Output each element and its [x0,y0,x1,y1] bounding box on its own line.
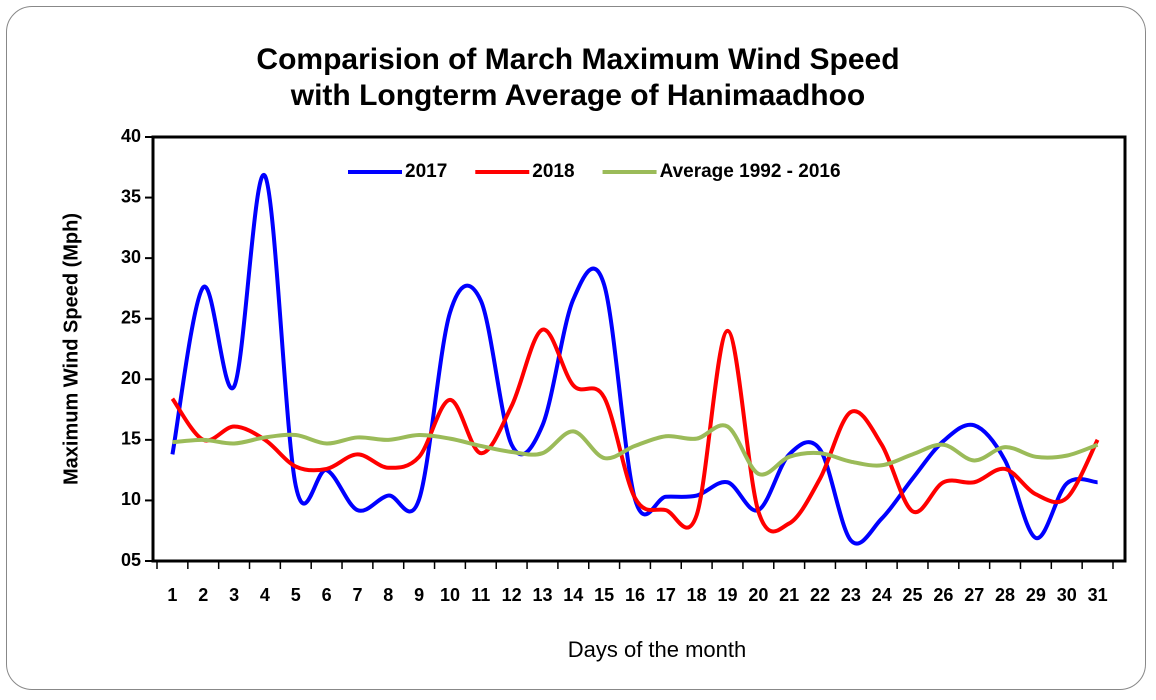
x-tick-label: 5 [291,585,301,605]
x-tick-label: 27 [964,585,984,605]
x-tick-label: 29 [1026,585,1046,605]
legend-label: 2017 [405,161,447,182]
x-tick-label: 1 [167,585,177,605]
x-tick-label: 28 [995,585,1015,605]
x-tick-label: 25 [903,585,923,605]
frame [6,6,1146,690]
x-tick-label: 3 [229,585,239,605]
x-tick-label: 14 [563,585,583,605]
x-tick-label: 6 [322,585,332,605]
x-tick-label: 19 [718,585,738,605]
x-axis-label: Days of the month [568,637,747,662]
y-tick-label: 15 [121,429,141,449]
y-tick-label: 20 [121,368,141,388]
y-tick-label: 05 [121,550,141,570]
x-tick-label: 7 [352,585,362,605]
legend-label: 2018 [532,161,574,182]
x-tick-label: 24 [872,585,892,605]
x-tick-label: 23 [841,585,861,605]
x-tick-label: 18 [687,585,707,605]
y-tick-label: 10 [121,489,141,509]
x-tick-label: 15 [594,585,614,605]
x-tick-label: 22 [810,585,830,605]
x-tick-label: 4 [260,585,270,605]
x-tick-label: 13 [532,585,552,605]
y-tick-label: 30 [121,247,141,267]
line-series [170,173,1098,546]
y-tick-label: 25 [121,307,141,327]
line-series [170,327,1100,534]
x-tick-label: 26 [933,585,953,605]
plot-border [151,135,1127,563]
x-tick-label: 2 [198,585,208,605]
chart-title: Comparision of March Maximum Wind Speed … [256,43,900,112]
x-tick-label: 30 [1057,585,1077,605]
x-tick-label: 12 [502,585,522,605]
x-tick-label: 10 [440,585,460,605]
x-tick-label: 21 [779,585,799,605]
x-tick-label: 11 [471,585,490,605]
y-tick-label: 40 [121,126,141,146]
y-axis-label: Maximum Wind Speed (Mph) [60,213,82,485]
x-tick-label: 20 [748,585,768,605]
line-series [172,423,1099,477]
x-tick-label: 17 [656,585,676,605]
x-tick-label: 31 [1088,585,1108,605]
x-tick-label: 16 [625,585,645,605]
x-tick-label: 8 [383,585,393,605]
x-tick-label: 9 [414,585,424,605]
legend-label: Average 1992 - 2016 [660,161,841,182]
y-tick-label: 35 [121,186,141,206]
